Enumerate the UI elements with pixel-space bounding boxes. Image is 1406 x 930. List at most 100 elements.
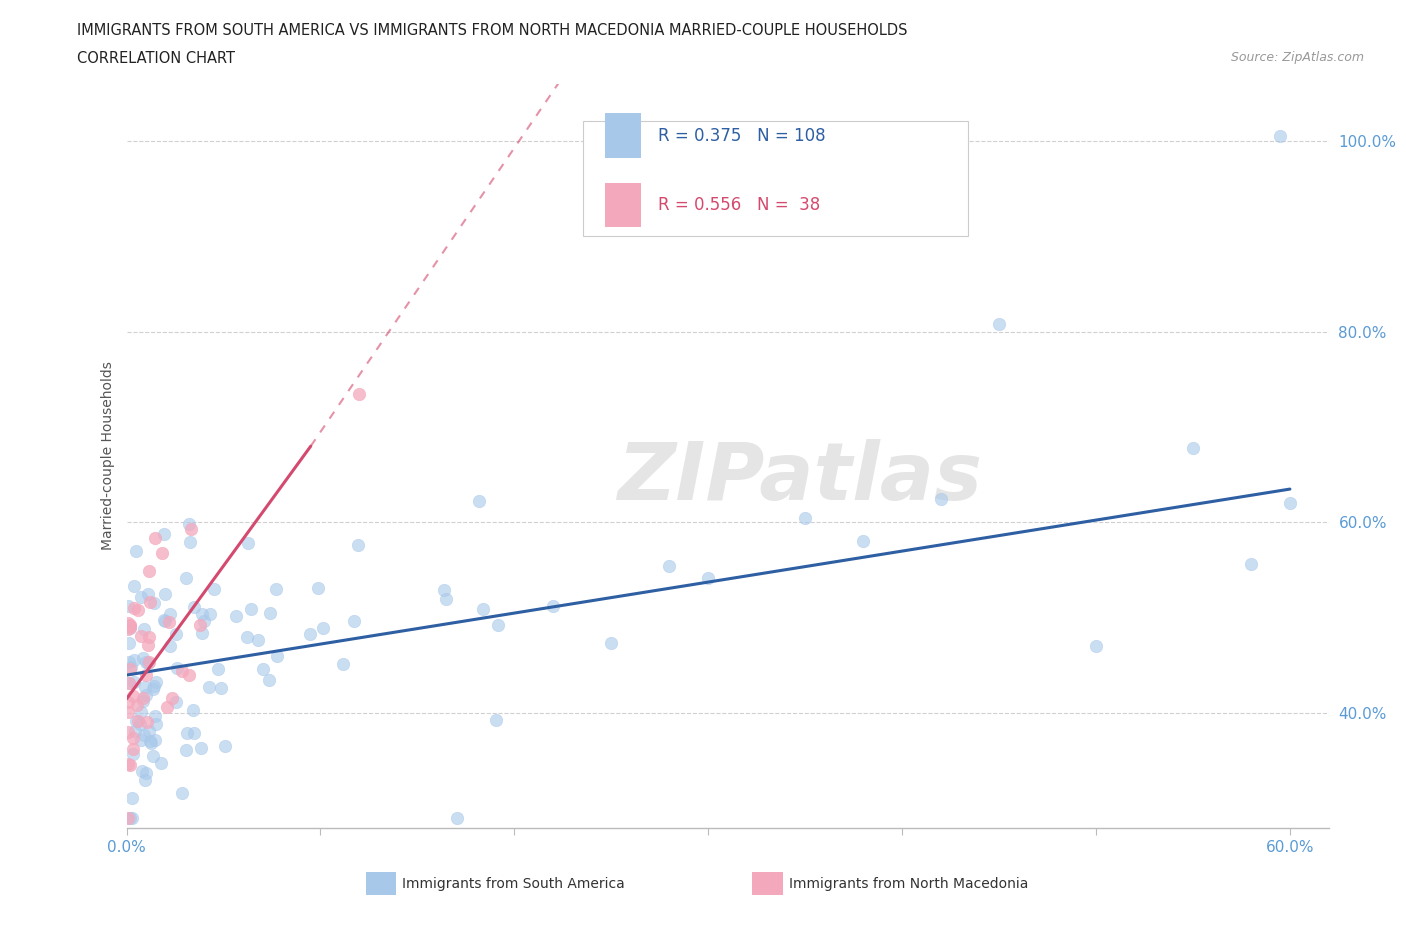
Point: [129, 629, 152, 644]
Point: [129, 590, 152, 604]
Point: [121, 811, 143, 826]
Point: [929, 492, 952, 507]
Point: [122, 688, 145, 703]
Point: [138, 656, 160, 671]
Point: [132, 650, 155, 665]
FancyBboxPatch shape: [605, 113, 641, 158]
Point: [697, 571, 720, 586]
Point: [125, 698, 148, 712]
Point: [159, 639, 181, 654]
Point: [138, 630, 160, 644]
Point: [174, 742, 197, 757]
Point: [343, 613, 366, 628]
Point: [129, 705, 152, 720]
Point: [153, 587, 176, 602]
Point: [131, 694, 153, 709]
Point: [176, 571, 198, 586]
Point: [143, 530, 166, 545]
Point: [794, 511, 817, 525]
Point: [160, 690, 183, 705]
Point: [122, 730, 145, 745]
Point: [207, 661, 229, 676]
Point: [124, 724, 146, 738]
Point: [257, 672, 280, 687]
Point: [312, 621, 335, 636]
Point: [190, 606, 212, 621]
Point: [1270, 128, 1292, 143]
Point: [193, 614, 215, 629]
Point: [153, 613, 176, 628]
Point: [134, 727, 156, 742]
Point: [122, 742, 145, 757]
Point: [1278, 495, 1301, 510]
Point: [264, 581, 287, 596]
Point: [125, 543, 148, 558]
Point: [129, 733, 152, 748]
Point: [142, 679, 165, 694]
Point: [252, 662, 274, 677]
Point: [136, 637, 159, 652]
Point: [118, 811, 141, 826]
Point: [157, 614, 180, 629]
Point: [120, 618, 142, 632]
Point: [170, 663, 193, 678]
Point: [122, 578, 145, 593]
Point: [156, 700, 179, 715]
Point: [1240, 556, 1263, 571]
Point: [122, 652, 145, 667]
Point: [120, 619, 142, 634]
Point: [347, 538, 370, 552]
FancyBboxPatch shape: [605, 182, 641, 227]
Point: [179, 534, 201, 549]
Point: [236, 630, 259, 644]
Point: [120, 757, 142, 772]
Point: [117, 621, 139, 636]
Text: ZIPatlas: ZIPatlas: [617, 439, 983, 517]
Point: [139, 594, 162, 609]
Point: [143, 733, 166, 748]
Point: [658, 558, 681, 573]
Point: [117, 725, 139, 740]
Point: [131, 764, 153, 778]
Point: [139, 734, 162, 749]
Point: [145, 675, 167, 690]
Point: [471, 601, 494, 616]
Point: [433, 582, 456, 597]
Point: [307, 580, 329, 595]
Point: [153, 614, 176, 629]
Point: [134, 772, 156, 787]
Point: [988, 316, 1011, 331]
Point: [298, 627, 321, 642]
Point: [128, 716, 150, 731]
Point: [1085, 639, 1108, 654]
Point: [188, 618, 211, 632]
Point: [118, 675, 141, 690]
Text: CORRELATION CHART: CORRELATION CHART: [77, 51, 235, 66]
Point: [165, 626, 187, 641]
Point: [152, 546, 174, 561]
Point: [332, 657, 354, 671]
Point: [541, 598, 564, 613]
Text: Source: ZipAtlas.com: Source: ZipAtlas.com: [1230, 51, 1364, 64]
Point: [183, 599, 205, 614]
Point: [183, 725, 205, 740]
Point: [118, 655, 141, 670]
Point: [214, 739, 236, 754]
Point: [852, 534, 875, 549]
Point: [153, 527, 176, 542]
Point: [246, 632, 269, 647]
Point: [117, 616, 139, 631]
Point: [138, 564, 160, 578]
Point: [134, 680, 156, 695]
Text: IMMIGRANTS FROM SOUTH AMERICA VS IMMIGRANTS FROM NORTH MACEDONIA MARRIED-COUPLE : IMMIGRANTS FROM SOUTH AMERICA VS IMMIGRA…: [77, 23, 908, 38]
Point: [135, 714, 157, 729]
FancyBboxPatch shape: [583, 121, 967, 236]
Point: [117, 811, 139, 826]
Point: [124, 600, 146, 615]
Point: [149, 755, 172, 770]
Point: [138, 655, 160, 670]
Point: [124, 713, 146, 728]
Point: [118, 618, 141, 633]
Point: [259, 606, 281, 621]
Point: [209, 680, 232, 695]
